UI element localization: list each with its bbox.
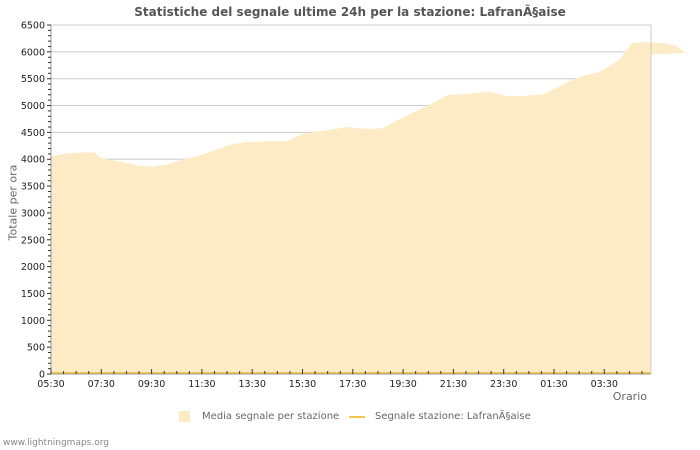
- svg-text:6000: 6000: [21, 47, 45, 58]
- average-signal-area: [51, 42, 686, 374]
- svg-text:5000: 5000: [21, 101, 45, 112]
- svg-text:17:30: 17:30: [339, 379, 366, 390]
- chart-title: Statistiche del segnale ultime 24h per l…: [134, 5, 566, 19]
- axes: [50, 24, 652, 375]
- svg-text:07:30: 07:30: [88, 379, 115, 390]
- line-swatch-icon: [349, 415, 365, 418]
- svg-text:0: 0: [39, 370, 45, 381]
- svg-text:05:30: 05:30: [37, 379, 64, 390]
- svg-text:3000: 3000: [21, 208, 45, 219]
- site-credit: www.lightningmaps.org: [3, 438, 109, 448]
- legend-item-average: Media segnale per stazione: [179, 411, 339, 422]
- legend-item-station: Segnale stazione: LafranÃ§aise: [349, 411, 531, 422]
- svg-text:03:30: 03:30: [591, 379, 618, 390]
- svg-text:5500: 5500: [21, 74, 45, 85]
- svg-text:6500: 6500: [21, 21, 45, 32]
- svg-text:01:30: 01:30: [540, 379, 567, 390]
- svg-text:4000: 4000: [21, 155, 45, 166]
- svg-text:2000: 2000: [21, 262, 45, 273]
- svg-text:09:30: 09:30: [138, 379, 165, 390]
- x-axis-label: Orario: [612, 390, 647, 403]
- area-swatch-icon: [179, 411, 190, 422]
- y-axis-label: Totale per ora: [6, 164, 20, 241]
- svg-text:3500: 3500: [21, 182, 45, 193]
- svg-text:1500: 1500: [21, 289, 45, 300]
- legend-label: Media segnale per stazione: [202, 411, 340, 422]
- svg-text:15:30: 15:30: [289, 379, 316, 390]
- x-axis-ticks: 05:30 07:30 09:30 11:30 13:30 15:30 17:30 19:30…: [37, 369, 643, 390]
- y-axis-ticks: 0 500 1000 1500 2000 2500 3000 3500 4000 4500 5000…: [21, 21, 51, 381]
- svg-text:1000: 1000: [21, 316, 45, 327]
- svg-text:13:30: 13:30: [239, 379, 266, 390]
- svg-text:23:30: 23:30: [490, 379, 517, 390]
- svg-text:21:30: 21:30: [440, 379, 467, 390]
- svg-text:500: 500: [27, 343, 45, 354]
- legend-label: Segnale stazione: LafranÃ§aise: [375, 411, 531, 422]
- svg-text:4500: 4500: [21, 128, 45, 139]
- svg-text:11:30: 11:30: [188, 379, 215, 390]
- svg-text:2500: 2500: [21, 235, 45, 246]
- svg-text:19:30: 19:30: [389, 379, 416, 390]
